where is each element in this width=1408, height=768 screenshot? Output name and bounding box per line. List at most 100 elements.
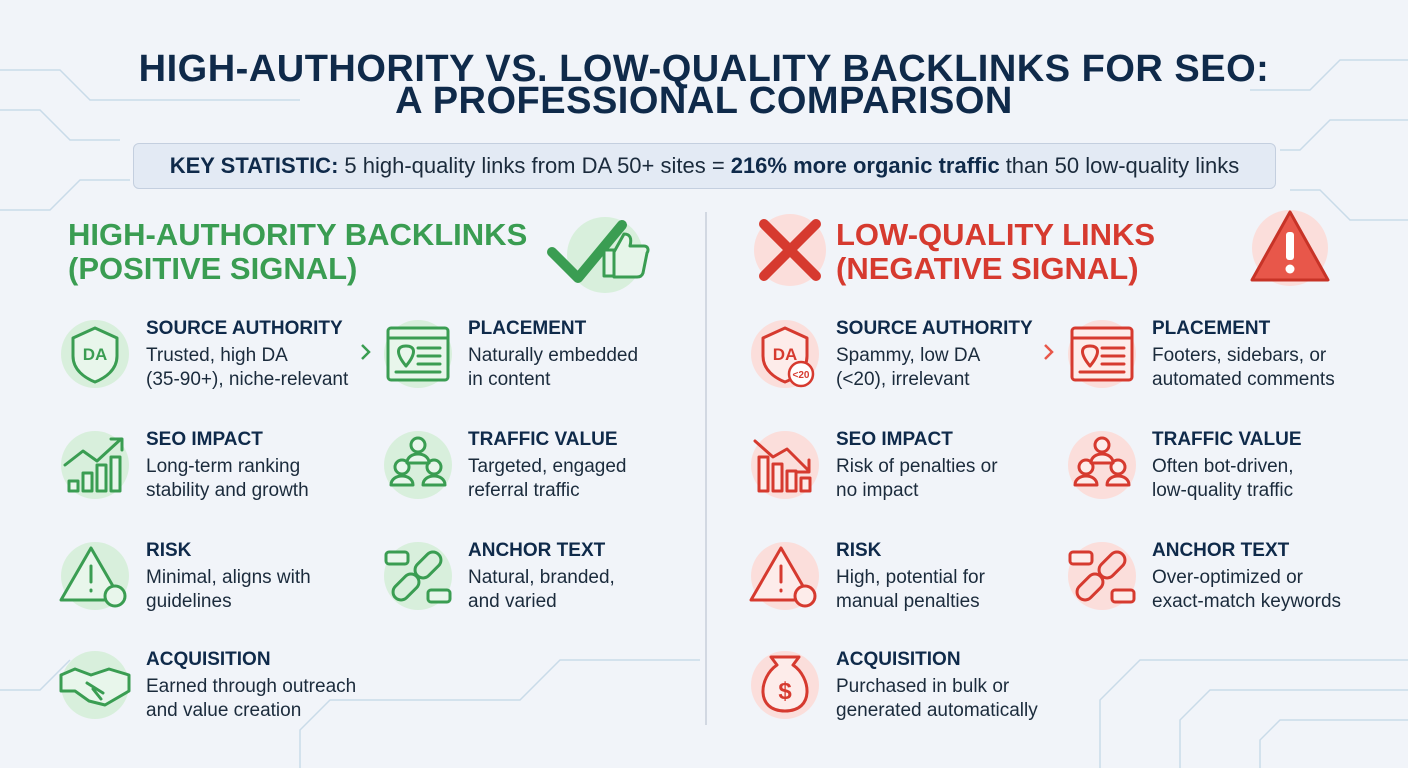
person-head — [425, 458, 443, 476]
chevron — [361, 344, 371, 360]
bar-icon — [67, 479, 80, 493]
mini-badge — [103, 584, 127, 608]
panel-heading: (NEGATIVE SIGNAL) — [836, 251, 1139, 286]
tag — [1110, 588, 1136, 604]
item-text: generated automatically — [836, 700, 1038, 721]
page-icon — [386, 326, 450, 382]
person-body — [1073, 474, 1099, 487]
item-text: and varied — [468, 591, 557, 612]
person-body — [1089, 452, 1115, 465]
item-text: in content — [468, 369, 551, 390]
item-title: SOURCE AUTHORITY — [836, 318, 1033, 339]
icon-label: DA — [83, 345, 108, 364]
item-text: low-quality traffic — [1152, 480, 1294, 501]
bar-icon — [771, 462, 784, 493]
item-title: PLACEMENT — [468, 318, 587, 339]
item-text: exact-match keywords — [1152, 591, 1342, 612]
person-head — [393, 458, 411, 476]
person-body — [405, 452, 431, 465]
item-title: TRAFFIC VALUE — [468, 429, 618, 450]
item-text: Purchased in bulk or — [836, 676, 1010, 697]
item-text: Trusted, high DA — [146, 345, 288, 366]
icon-label: <20 — [793, 370, 810, 381]
item-text: (<20), irrelevant — [836, 369, 970, 390]
icon-label: DA — [773, 345, 798, 364]
chevron — [1044, 344, 1054, 360]
warning-badge — [1250, 210, 1330, 286]
tag — [384, 550, 410, 566]
item-text: automated comments — [1152, 369, 1335, 390]
panel-heading: LOW-QUALITY LINKS — [836, 217, 1156, 252]
page-lines — [386, 336, 450, 374]
item-text: Long-term ranking — [146, 456, 301, 477]
bar-icon — [785, 469, 798, 493]
item-text: Natural, branded, — [468, 567, 615, 588]
item-text: Earned through outreach — [146, 676, 357, 697]
item-text: guidelines — [146, 591, 232, 612]
negative-badge — [754, 214, 826, 286]
item-text: Minimal, aligns with — [146, 567, 311, 588]
title-line: A PROFESSIONAL COMPARISON — [395, 80, 1013, 122]
item-title: ANCHOR TEXT — [1152, 540, 1290, 561]
bar-icon — [95, 463, 108, 493]
icon-label: $ — [778, 678, 792, 705]
trend-line — [63, 437, 124, 467]
item-title: SEO IMPACT — [836, 429, 953, 450]
stat-label: KEY STATISTIC: — [169, 153, 339, 178]
item-text: manual penalties — [836, 591, 980, 612]
item-title: ACQUISITION — [836, 649, 961, 670]
stat-text: than 50 low-quality links — [1005, 153, 1240, 178]
item-text: and value creation — [146, 700, 302, 721]
item-title: SOURCE AUTHORITY — [146, 318, 343, 339]
item-title: PLACEMENT — [1152, 318, 1271, 339]
item-text: Spammy, low DA — [836, 345, 981, 366]
icon-badge — [787, 360, 815, 388]
person-head — [1109, 458, 1127, 476]
page-icon — [1070, 326, 1134, 382]
stat-text: 5 high-quality links from DA 50+ sites = — [344, 153, 725, 178]
tag — [426, 588, 452, 604]
item-title: RISK — [146, 540, 192, 561]
money-bag — [761, 655, 809, 713]
person-head — [1093, 436, 1111, 454]
item-title: RISK — [836, 540, 882, 561]
item-text: referral traffic — [468, 480, 580, 501]
panel-heading: (POSITIVE SIGNAL) — [68, 251, 358, 286]
chain-link — [1097, 550, 1127, 580]
item-title: ANCHOR TEXT — [468, 540, 606, 561]
title-line: HIGH-AUTHORITY VS. LOW-QUALITY BACKLINKS… — [138, 48, 1270, 90]
mini-badge — [793, 584, 817, 608]
item-text: stability and growth — [146, 480, 309, 501]
person-head — [1077, 458, 1095, 476]
item-text: Risk of penalties or — [836, 456, 998, 477]
item-title: TRAFFIC VALUE — [1152, 429, 1302, 450]
chain-link — [413, 550, 443, 580]
item-text: Often bot-driven, — [1152, 456, 1294, 477]
bar-icon — [109, 455, 122, 493]
pin — [397, 344, 415, 368]
person-body — [389, 474, 415, 487]
stat-emphasis: 216% more organic traffic — [730, 153, 1000, 178]
item-text: High, potential for — [836, 567, 985, 588]
bar-icon — [799, 476, 812, 493]
person-head — [409, 436, 427, 454]
shield-icon — [71, 326, 119, 384]
circuit-lines — [0, 59, 1408, 768]
item-title: ACQUISITION — [146, 649, 271, 670]
item-text: Naturally embedded — [468, 345, 639, 366]
page-lines — [1070, 336, 1134, 374]
panel-heading: HIGH-AUTHORITY BACKLINKS — [68, 217, 528, 252]
person-body — [421, 474, 447, 487]
item-text: no impact — [836, 480, 919, 501]
trend-line — [753, 439, 811, 474]
tag — [1068, 550, 1094, 566]
item-text: (35-90+), niche-relevant — [146, 369, 349, 390]
bar-icon — [757, 455, 770, 493]
positive-badge — [547, 217, 650, 293]
key-statistic: KEY STATISTIC: 5 high-quality links from… — [133, 143, 1276, 189]
person-body — [1105, 474, 1131, 487]
item-title: SEO IMPACT — [146, 429, 263, 450]
